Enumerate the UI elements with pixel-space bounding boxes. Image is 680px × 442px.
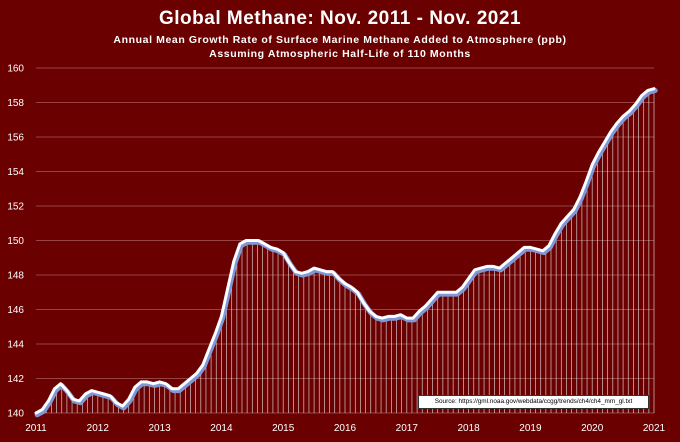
y-axis-ticks: 140 142 144 146 148 150 152 154 156 158 160 xyxy=(7,64,24,420)
x-tick-label: 2020 xyxy=(581,423,604,434)
y-tick-label: 146 xyxy=(7,305,24,316)
x-axis-ticks: 2011 2012 2013 2014 2015 2016 2017 2018 2019 2020… xyxy=(25,423,665,434)
grid-lines xyxy=(36,67,654,414)
y-tick-label: 154 xyxy=(7,167,24,178)
x-tick-label: 2021 xyxy=(643,423,666,434)
y-tick-label: 142 xyxy=(7,374,24,385)
x-tick-label: 2017 xyxy=(396,423,419,434)
x-tick-label: 2013 xyxy=(148,423,171,434)
source-annotation: Source: https://gml.noaa.gov/webdata/ccg… xyxy=(418,395,649,409)
x-tick-label: 2011 xyxy=(25,423,47,434)
chart-subtitle: Annual Mean Growth Rate of Surface Marin… xyxy=(113,34,567,46)
y-tick-label: 160 xyxy=(7,64,24,75)
y-tick-label: 140 xyxy=(7,409,24,420)
chart-subtitle-2: Assuming Atmospheric Half-Life of 110 Mo… xyxy=(209,48,471,60)
series-line-shadow xyxy=(34,87,658,418)
y-tick-label: 144 xyxy=(7,340,24,351)
x-tick-label: 2019 xyxy=(519,423,542,434)
x-tick-label: 2018 xyxy=(457,423,480,434)
y-tick-label: 150 xyxy=(7,236,24,247)
x-tick-label: 2012 xyxy=(87,423,110,434)
series-line xyxy=(34,87,656,415)
x-tick-label: 2015 xyxy=(272,423,295,434)
x-tick-label: 2016 xyxy=(334,423,357,434)
y-tick-label: 148 xyxy=(7,271,24,282)
y-tick-label: 156 xyxy=(7,133,24,144)
x-tick-label: 2014 xyxy=(210,423,233,434)
fill-lines xyxy=(40,88,655,413)
chart-title: Global Methane: Nov. 2011 - Nov. 2021 xyxy=(158,8,522,29)
y-tick-label: 158 xyxy=(7,98,24,109)
y-tick-label: 152 xyxy=(7,202,24,213)
